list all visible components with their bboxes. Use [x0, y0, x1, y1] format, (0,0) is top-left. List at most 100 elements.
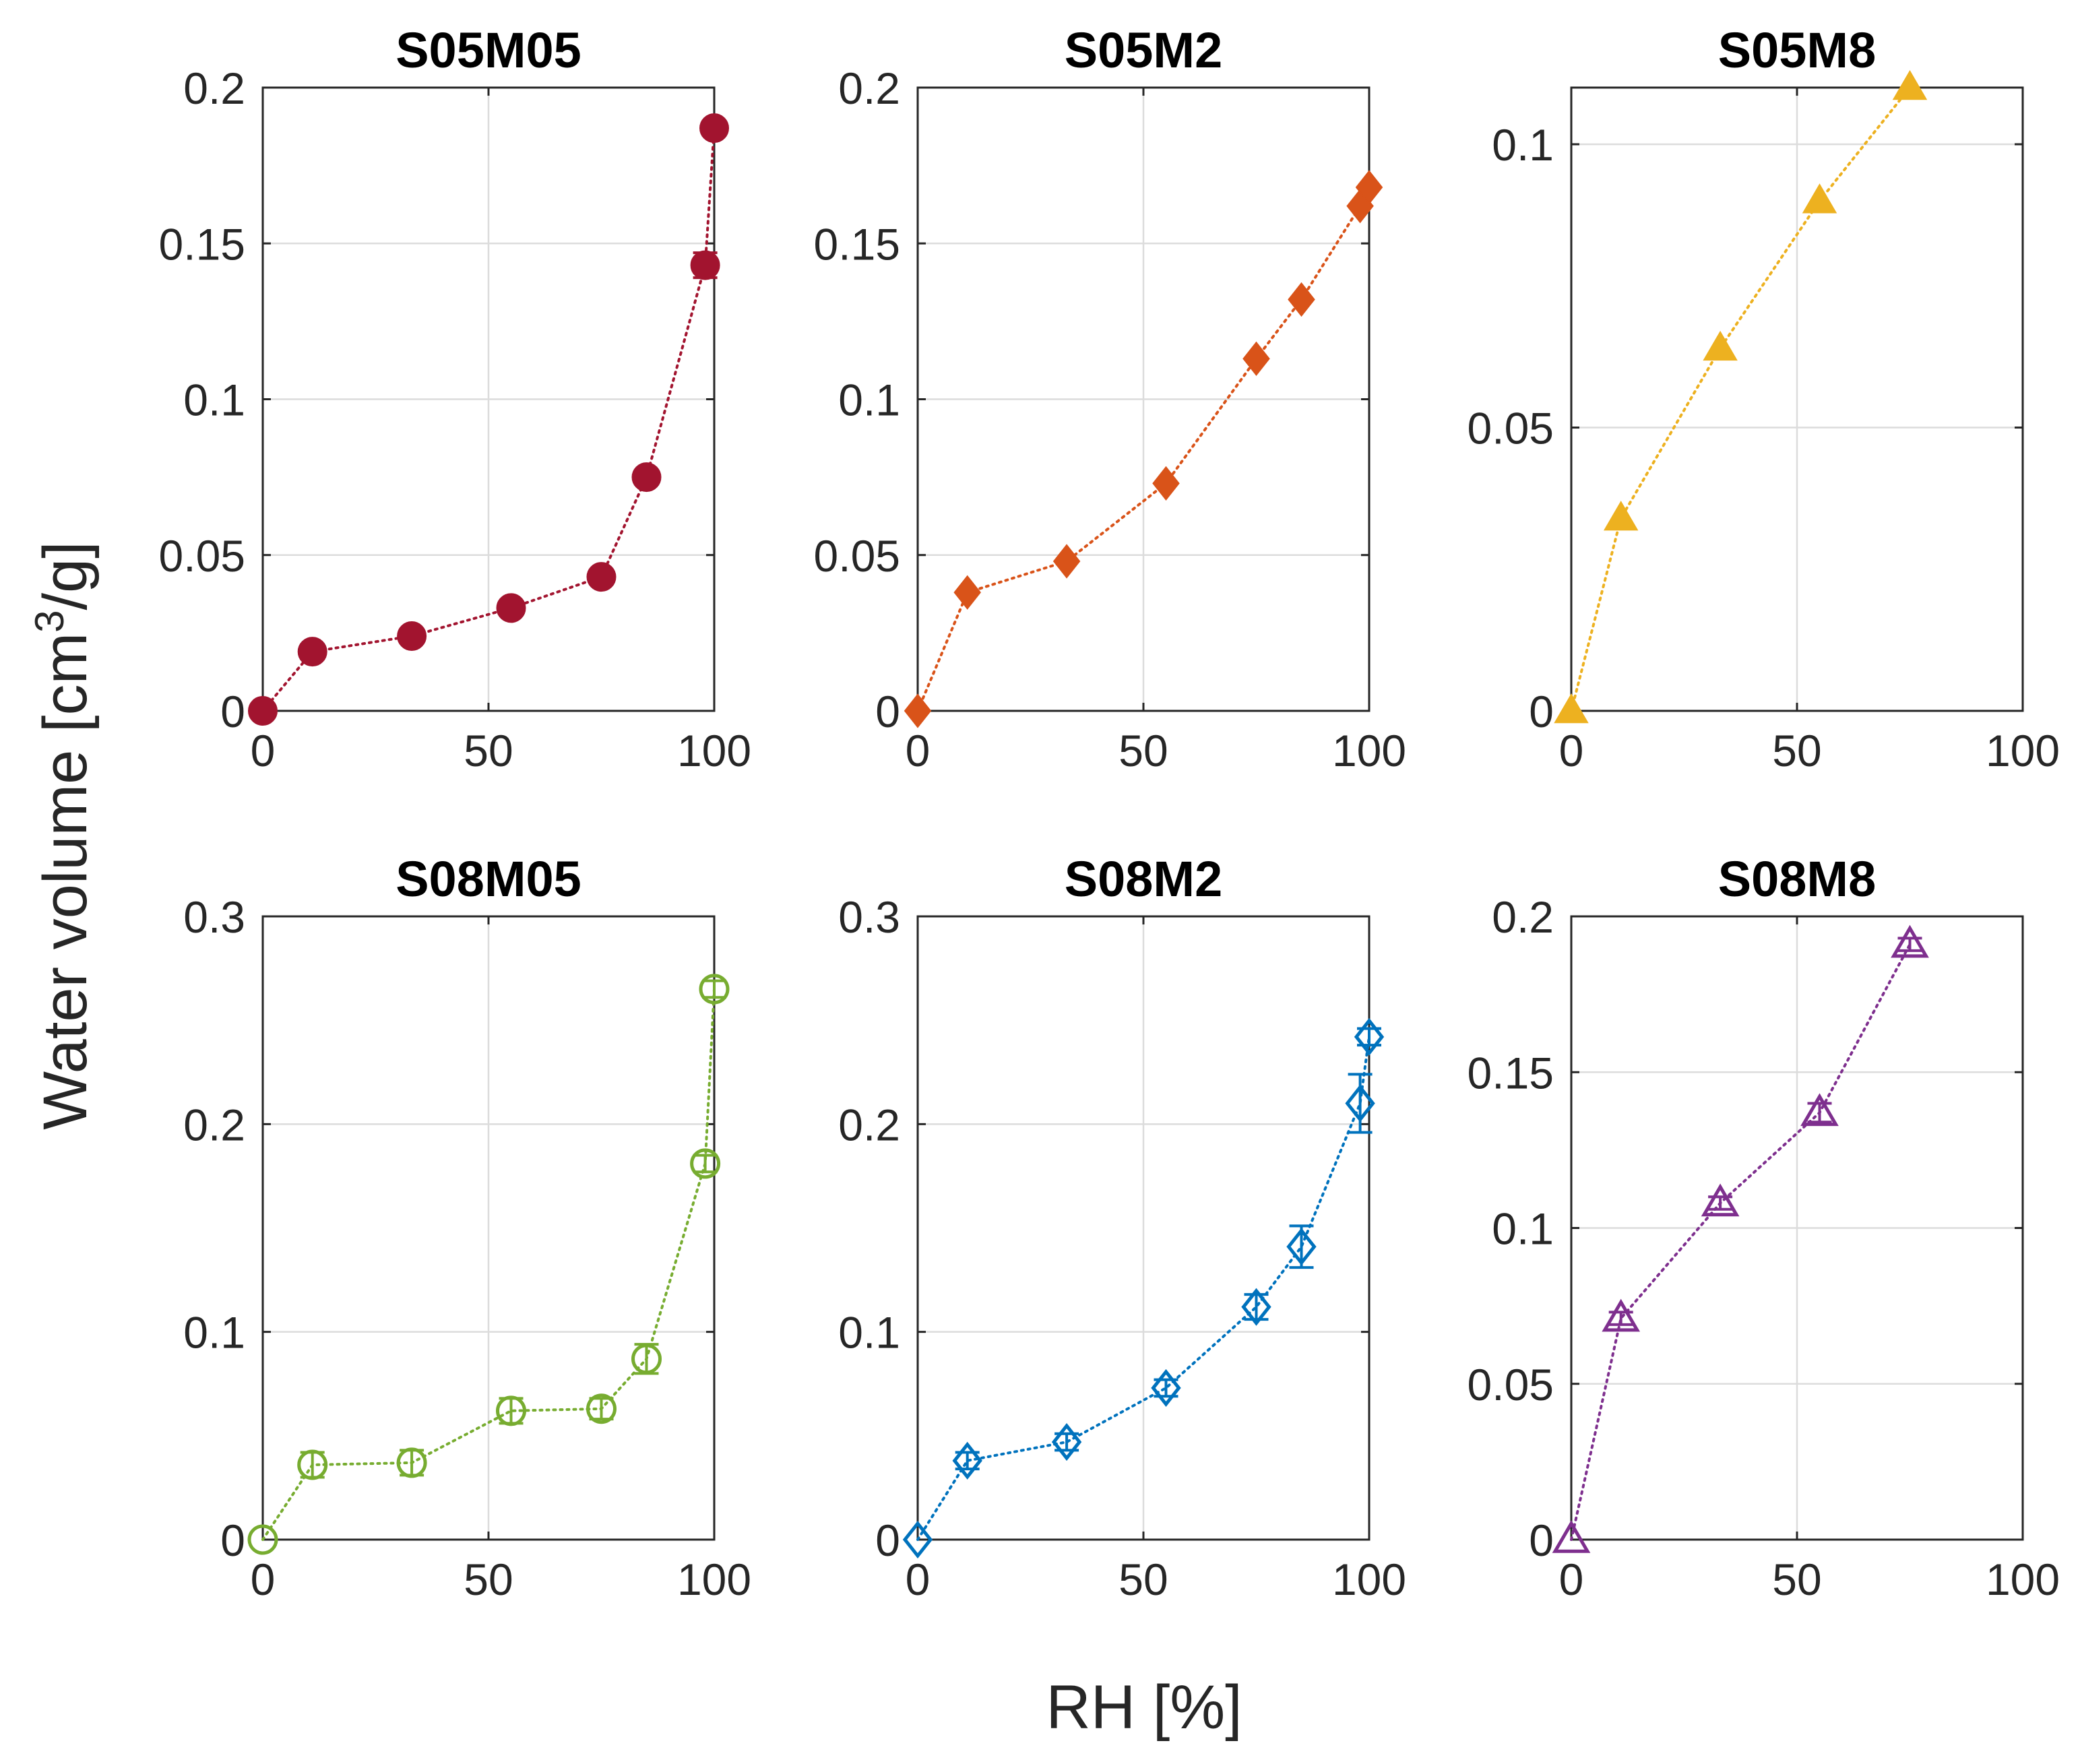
panel-s05m05: 0 50 100 0 0.05 0.1 0.15 0.2 S05M05: [159, 22, 752, 776]
data-point: [1345, 1084, 1375, 1123]
y-tick-label: 0.1: [183, 375, 245, 425]
series-line: [261, 127, 716, 712]
y-tick-label: 0.2: [183, 1100, 245, 1149]
x-tick-label: 100: [677, 726, 751, 776]
data-point: [297, 637, 327, 667]
data-point: [631, 1344, 662, 1375]
y-tick-label: 0.1: [838, 375, 900, 425]
data-point: [902, 1520, 933, 1559]
panel-s08m2: 0 50 100 0 0.1 0.2 0.3 S08M2: [838, 851, 1406, 1604]
error-bar: [1608, 1311, 1633, 1326]
data-point: [1288, 282, 1315, 317]
y-tick-label: 0.3: [838, 892, 900, 942]
data-point: [1355, 170, 1383, 205]
y-tick-label: 0: [220, 1515, 245, 1565]
y-tick-label: 0.1: [838, 1308, 900, 1358]
x-tick-label: 100: [677, 1554, 751, 1604]
panel-title: S05M2: [1065, 22, 1222, 78]
x-tick-label: 50: [1772, 726, 1821, 776]
data-point: [1552, 1520, 1591, 1553]
data-point: [1051, 1423, 1082, 1461]
error-bar: [702, 979, 726, 999]
y-tick-label: 0.2: [183, 63, 245, 113]
data-point: [1554, 693, 1589, 724]
y-tick-label: 0.15: [1468, 1048, 1554, 1098]
y-tick-label: 0.2: [838, 1100, 900, 1149]
data-point: [1802, 183, 1837, 214]
data-point: [1800, 1093, 1839, 1127]
data-point: [496, 1395, 526, 1426]
data-point: [904, 693, 932, 728]
data-point: [586, 1393, 617, 1424]
x-tick-label: 50: [1118, 726, 1168, 776]
data-point: [1603, 501, 1639, 531]
data-point: [586, 562, 617, 592]
data-point: [297, 1449, 328, 1480]
data-point: [953, 575, 981, 610]
y-tick-label: 0: [1529, 1515, 1554, 1565]
y-tick-label: 0: [875, 1515, 900, 1565]
y-tick-label: 0.15: [159, 219, 245, 269]
panel-s05m8: 0 50 100 0 0.05 0.1 S05M8: [1468, 22, 2060, 776]
y-tick-label: 0.15: [814, 219, 900, 269]
x-tick-label: 0: [906, 1554, 931, 1604]
series-line: [916, 1035, 1370, 1541]
x-tick-label: 0: [251, 1554, 276, 1604]
y-tick-label: 0.1: [183, 1308, 245, 1358]
data-point: [1701, 1183, 1740, 1217]
y-axis-title: Water volume [cm3/g]: [27, 541, 100, 1130]
y-tick-label: 0.1: [1492, 120, 1554, 170]
data-point: [1151, 1368, 1181, 1407]
panels: 0 50 100 0 0.05 0.1 0.15 0.2 S05M05 0 50 100 0 0.05 0.…: [159, 22, 2060, 1604]
x-tick-label: 50: [1772, 1554, 1821, 1604]
x-tick-label: 100: [1986, 1554, 2060, 1604]
data-point: [1242, 341, 1270, 376]
error-bar: [693, 1154, 718, 1174]
data-point: [1891, 924, 1929, 958]
x-tick-label: 50: [464, 726, 513, 776]
y-tick-label: 0: [875, 687, 900, 736]
error-bar: [1807, 1102, 1832, 1124]
y-tick-label: 0.05: [1468, 1360, 1554, 1410]
error-bar: [1708, 1195, 1733, 1211]
series-line: [1570, 86, 1912, 712]
data-point: [1286, 1228, 1317, 1266]
panel-title: S08M8: [1718, 851, 1876, 907]
data-point: [496, 593, 526, 623]
data-point: [1241, 1288, 1271, 1326]
y-tick-label: 0.05: [1468, 404, 1554, 453]
panel-s05m2: 0 50 100 0 0.05 0.1 0.15 0.2 S05M2: [814, 22, 1407, 776]
data-point: [1052, 544, 1081, 579]
panel-title: S05M05: [396, 22, 581, 78]
data-point: [952, 1441, 982, 1480]
y-tick-label: 0: [220, 687, 245, 736]
x-tick-label: 0: [906, 726, 931, 776]
data-point: [699, 974, 730, 1005]
error-bar: [1244, 1293, 1269, 1321]
data-point: [690, 250, 720, 280]
data-point: [1703, 330, 1738, 361]
x-tick-label: 0: [1559, 1554, 1584, 1604]
data-point: [1602, 1298, 1641, 1332]
x-tick-label: 0: [1559, 726, 1584, 776]
y-tick-label: 0.05: [814, 531, 900, 581]
data-point: [1152, 466, 1180, 501]
y-tick-label: 0.2: [1492, 892, 1554, 942]
error-bar: [1897, 937, 1922, 952]
data-point: [247, 1524, 278, 1555]
y-tick-label: 0.3: [183, 892, 245, 942]
panel-s08m8: 0 50 100 0 0.05 0.1 0.15 0.2 S08M8: [1468, 851, 2060, 1604]
data-point: [631, 462, 662, 493]
x-tick-label: 100: [1332, 1554, 1406, 1604]
panel-s08m05: 0 50 100 0 0.1 0.2 0.3 S08M05: [183, 851, 751, 1604]
series-line: [261, 987, 716, 1541]
y-tick-label: 0.05: [159, 531, 245, 581]
x-tick-label: 100: [1986, 726, 2060, 776]
data-point: [248, 696, 278, 726]
panel-title: S05M8: [1718, 22, 1876, 78]
x-axis-title: RH [%]: [1046, 1673, 1242, 1742]
data-point: [699, 113, 729, 144]
x-tick-label: 0: [251, 726, 276, 776]
data-point: [690, 1148, 721, 1179]
